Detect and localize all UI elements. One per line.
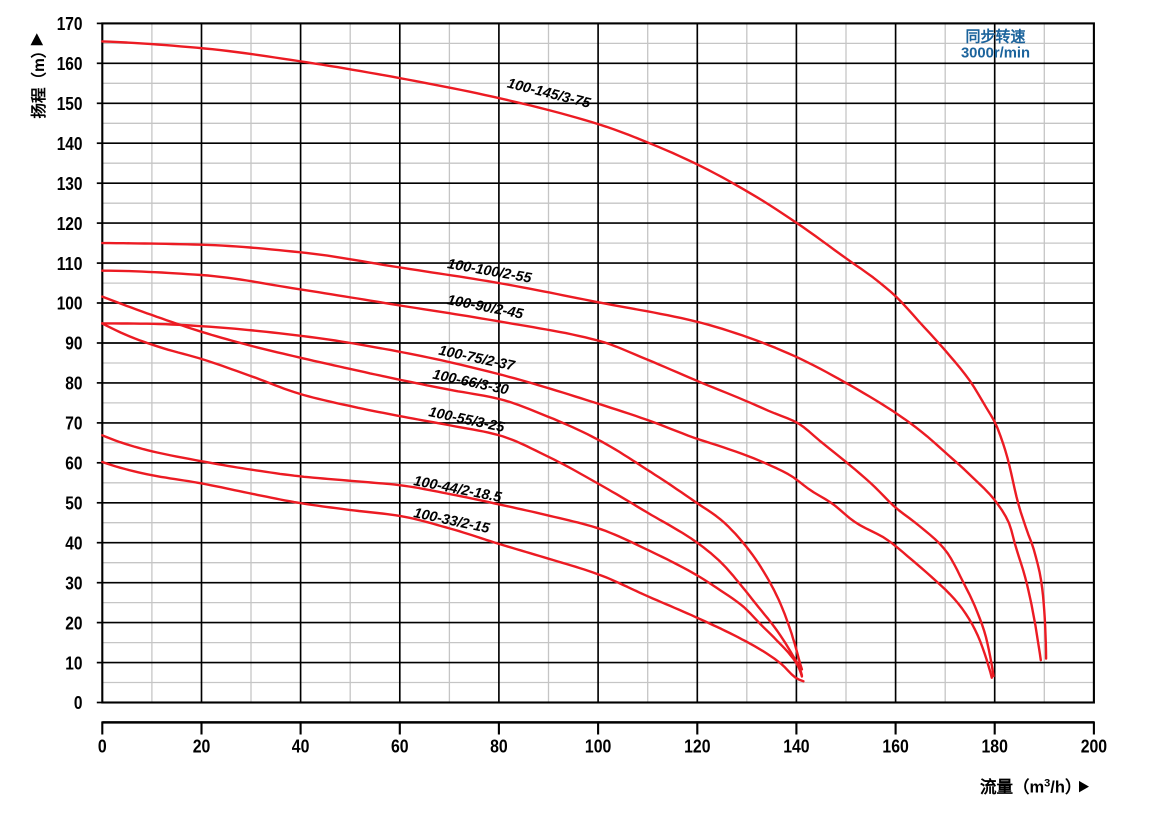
svg-text:50: 50 <box>65 493 82 514</box>
svg-text:180: 180 <box>982 736 1008 757</box>
svg-text:200: 200 <box>1081 736 1107 757</box>
svg-text:150: 150 <box>57 93 83 114</box>
svg-text:80: 80 <box>65 373 82 394</box>
svg-text:170: 170 <box>57 13 83 34</box>
svg-text:140: 140 <box>783 736 809 757</box>
svg-text:同步转速: 同步转速 <box>965 28 1025 46</box>
svg-text:70: 70 <box>65 413 82 434</box>
svg-text:60: 60 <box>65 453 82 474</box>
svg-text:100: 100 <box>585 736 611 757</box>
svg-text:扬程（m）: 扬程（m） <box>29 43 48 119</box>
svg-text:100: 100 <box>57 293 83 314</box>
svg-text:160: 160 <box>882 736 908 757</box>
svg-text:60: 60 <box>391 736 409 757</box>
svg-text:20: 20 <box>193 736 211 757</box>
svg-text:130: 130 <box>57 173 83 194</box>
svg-text:160: 160 <box>57 53 83 74</box>
svg-text:90: 90 <box>65 333 82 354</box>
svg-text:0: 0 <box>98 736 107 757</box>
svg-text:40: 40 <box>65 532 82 553</box>
svg-text:流量（m3/h）: 流量（m3/h） <box>980 777 1081 797</box>
svg-text:40: 40 <box>292 736 310 757</box>
svg-text:140: 140 <box>57 133 83 154</box>
svg-text:0: 0 <box>74 692 83 713</box>
svg-text:30: 30 <box>65 572 82 593</box>
svg-text:120: 120 <box>57 213 83 234</box>
svg-text:120: 120 <box>684 736 710 757</box>
svg-text:10: 10 <box>65 652 82 673</box>
svg-text:80: 80 <box>490 736 508 757</box>
svg-text:3000r/min: 3000r/min <box>961 46 1030 62</box>
svg-text:20: 20 <box>65 612 82 633</box>
svg-text:110: 110 <box>57 253 83 274</box>
